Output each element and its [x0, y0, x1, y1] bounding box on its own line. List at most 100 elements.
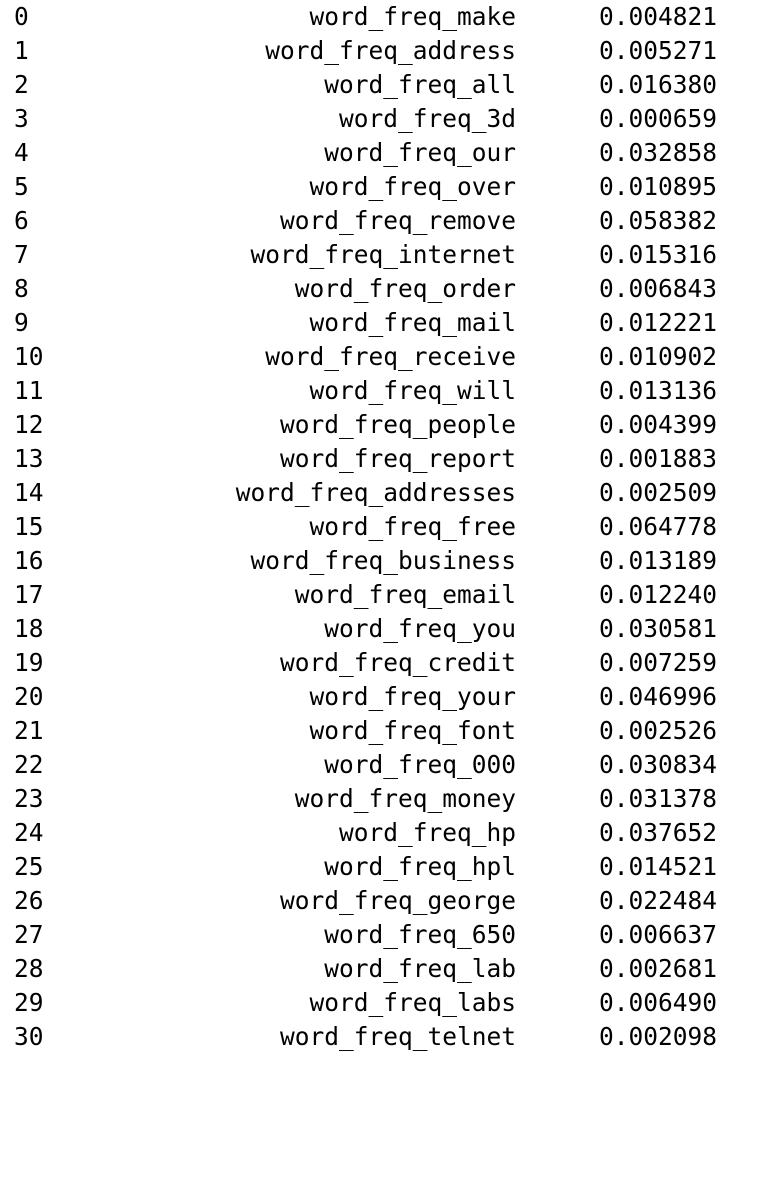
feature-name: word_freq_make — [309, 2, 516, 31]
feature-value: 0.014521 — [598, 852, 717, 881]
table-row: 30 word_freq_telnet 0.002098 — [0, 1020, 760, 1054]
feature-value: 0.064778 — [598, 512, 717, 541]
feature-value: 0.032858 — [598, 138, 717, 167]
feature-name: word_freq_credit — [279, 648, 516, 677]
feature-value: 0.007259 — [598, 648, 717, 677]
feature-value: 0.010902 — [598, 342, 717, 371]
feature-name: word_freq_money — [294, 784, 516, 813]
row-index: 29 — [14, 988, 44, 1017]
table-row: 6 word_freq_remove 0.058382 — [0, 204, 760, 238]
row-index: 0 — [14, 2, 29, 31]
row-index: 5 — [14, 172, 29, 201]
feature-value: 0.031378 — [598, 784, 717, 813]
row-index: 18 — [14, 614, 44, 643]
table-row: 26 word_freq_george 0.022484 — [0, 884, 760, 918]
table-row: 4 word_freq_our 0.032858 — [0, 136, 760, 170]
feature-value: 0.002509 — [598, 478, 717, 507]
row-index: 27 — [14, 920, 44, 949]
feature-value: 0.030581 — [598, 614, 717, 643]
feature-value: 0.006843 — [598, 274, 717, 303]
row-index: 25 — [14, 852, 44, 881]
feature-value: 0.016380 — [598, 70, 717, 99]
feature-name: word_freq_our — [324, 138, 516, 167]
row-index: 19 — [14, 648, 44, 677]
row-index: 21 — [14, 716, 44, 745]
row-index: 7 — [14, 240, 29, 269]
row-index: 11 — [14, 376, 44, 405]
feature-name: word_freq_all — [324, 70, 516, 99]
row-index: 24 — [14, 818, 44, 847]
feature-value: 0.013189 — [598, 546, 717, 575]
output-table: 0 word_freq_make 0.004821 1 word_freq_ad… — [0, 2, 760, 1054]
row-index: 20 — [14, 682, 44, 711]
table-row: 19 word_freq_credit 0.007259 — [0, 646, 760, 680]
table-row: 12 word_freq_people 0.004399 — [0, 408, 760, 442]
feature-value: 0.013136 — [598, 376, 717, 405]
feature-value: 0.002526 — [598, 716, 717, 745]
feature-name: word_freq_over — [309, 172, 516, 201]
feature-value: 0.000659 — [598, 104, 717, 133]
row-index: 23 — [14, 784, 44, 813]
feature-name: word_freq_font — [309, 716, 516, 745]
row-index: 17 — [14, 580, 44, 609]
feature-name: word_freq_order — [294, 274, 516, 303]
feature-value: 0.022484 — [598, 886, 717, 915]
row-index: 26 — [14, 886, 44, 915]
table-row: 18 word_freq_you 0.030581 — [0, 612, 760, 646]
table-row: 3 word_freq_3d 0.000659 — [0, 102, 760, 136]
table-row: 1 word_freq_address 0.005271 — [0, 34, 760, 68]
feature-value: 0.006637 — [598, 920, 717, 949]
row-index: 30 — [14, 1022, 44, 1051]
row-index: 1 — [14, 36, 29, 65]
feature-value: 0.004399 — [598, 410, 717, 439]
table-row: 8 word_freq_order 0.006843 — [0, 272, 760, 306]
feature-value: 0.015316 — [598, 240, 717, 269]
feature-name: word_freq_receive — [265, 342, 516, 371]
feature-value: 0.002681 — [598, 954, 717, 983]
feature-name: word_freq_mail — [309, 308, 516, 337]
feature-value: 0.004821 — [598, 2, 717, 31]
feature-name: word_freq_remove — [279, 206, 516, 235]
feature-name: word_freq_lab — [324, 954, 516, 983]
table-row: 7 word_freq_internet 0.015316 — [0, 238, 760, 272]
row-index: 10 — [14, 342, 44, 371]
feature-name: word_freq_will — [309, 376, 516, 405]
feature-name: word_freq_email — [294, 580, 516, 609]
table-row: 17 word_freq_email 0.012240 — [0, 578, 760, 612]
table-row: 24 word_freq_hp 0.037652 — [0, 816, 760, 850]
row-index: 3 — [14, 104, 29, 133]
row-index: 6 — [14, 206, 29, 235]
feature-value: 0.005271 — [598, 36, 717, 65]
feature-value: 0.058382 — [598, 206, 717, 235]
table-row: 27 word_freq_650 0.006637 — [0, 918, 760, 952]
row-index: 16 — [14, 546, 44, 575]
feature-name: word_freq_hpl — [324, 852, 516, 881]
feature-name: word_freq_telnet — [279, 1022, 516, 1051]
row-index: 22 — [14, 750, 44, 779]
table-row: 16 word_freq_business 0.013189 — [0, 544, 760, 578]
table-row: 13 word_freq_report 0.001883 — [0, 442, 760, 476]
table-row: 28 word_freq_lab 0.002681 — [0, 952, 760, 986]
row-index: 8 — [14, 274, 29, 303]
feature-value: 0.046996 — [598, 682, 717, 711]
feature-name: word_freq_650 — [324, 920, 516, 949]
feature-name: word_freq_business — [250, 546, 516, 575]
feature-value: 0.010895 — [598, 172, 717, 201]
feature-name: word_freq_000 — [324, 750, 516, 779]
feature-name: word_freq_3d — [338, 104, 516, 133]
feature-name: word_freq_report — [279, 444, 516, 473]
feature-value: 0.002098 — [598, 1022, 717, 1051]
feature-name: word_freq_address — [265, 36, 516, 65]
row-index: 14 — [14, 478, 44, 507]
feature-name: word_freq_internet — [250, 240, 516, 269]
row-index: 12 — [14, 410, 44, 439]
row-index: 13 — [14, 444, 44, 473]
feature-name: word_freq_hp — [338, 818, 516, 847]
table-row: 21 word_freq_font 0.002526 — [0, 714, 760, 748]
row-index: 28 — [14, 954, 44, 983]
row-index: 9 — [14, 308, 29, 337]
table-row: 5 word_freq_over 0.010895 — [0, 170, 760, 204]
table-row: 22 word_freq_000 0.030834 — [0, 748, 760, 782]
table-row: 14 word_freq_addresses 0.002509 — [0, 476, 760, 510]
table-row: 10 word_freq_receive 0.010902 — [0, 340, 760, 374]
